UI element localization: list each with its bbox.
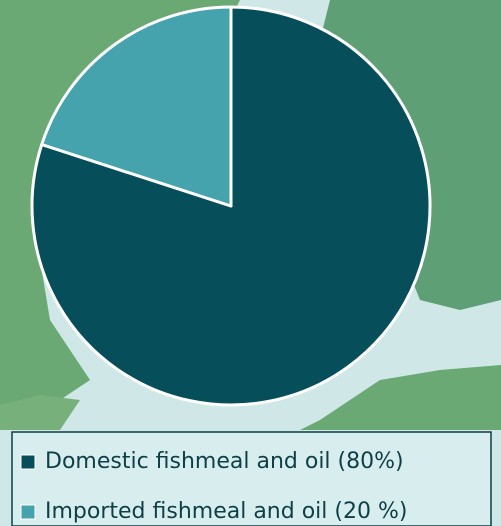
pie-slice — [40, 5, 233, 208]
pie — [30, 5, 432, 407]
legend-label: Domestic fishmeal and oil (80%) — [45, 449, 404, 474]
legend-swatch — [20, 504, 36, 520]
legend-swatch — [20, 454, 36, 470]
legend-label: Imported fishmeal and oil (20 %) — [45, 499, 407, 524]
legend: Domestic fishmeal and oil (80%) Imported … — [20, 449, 407, 524]
legend-box — [11, 431, 492, 526]
